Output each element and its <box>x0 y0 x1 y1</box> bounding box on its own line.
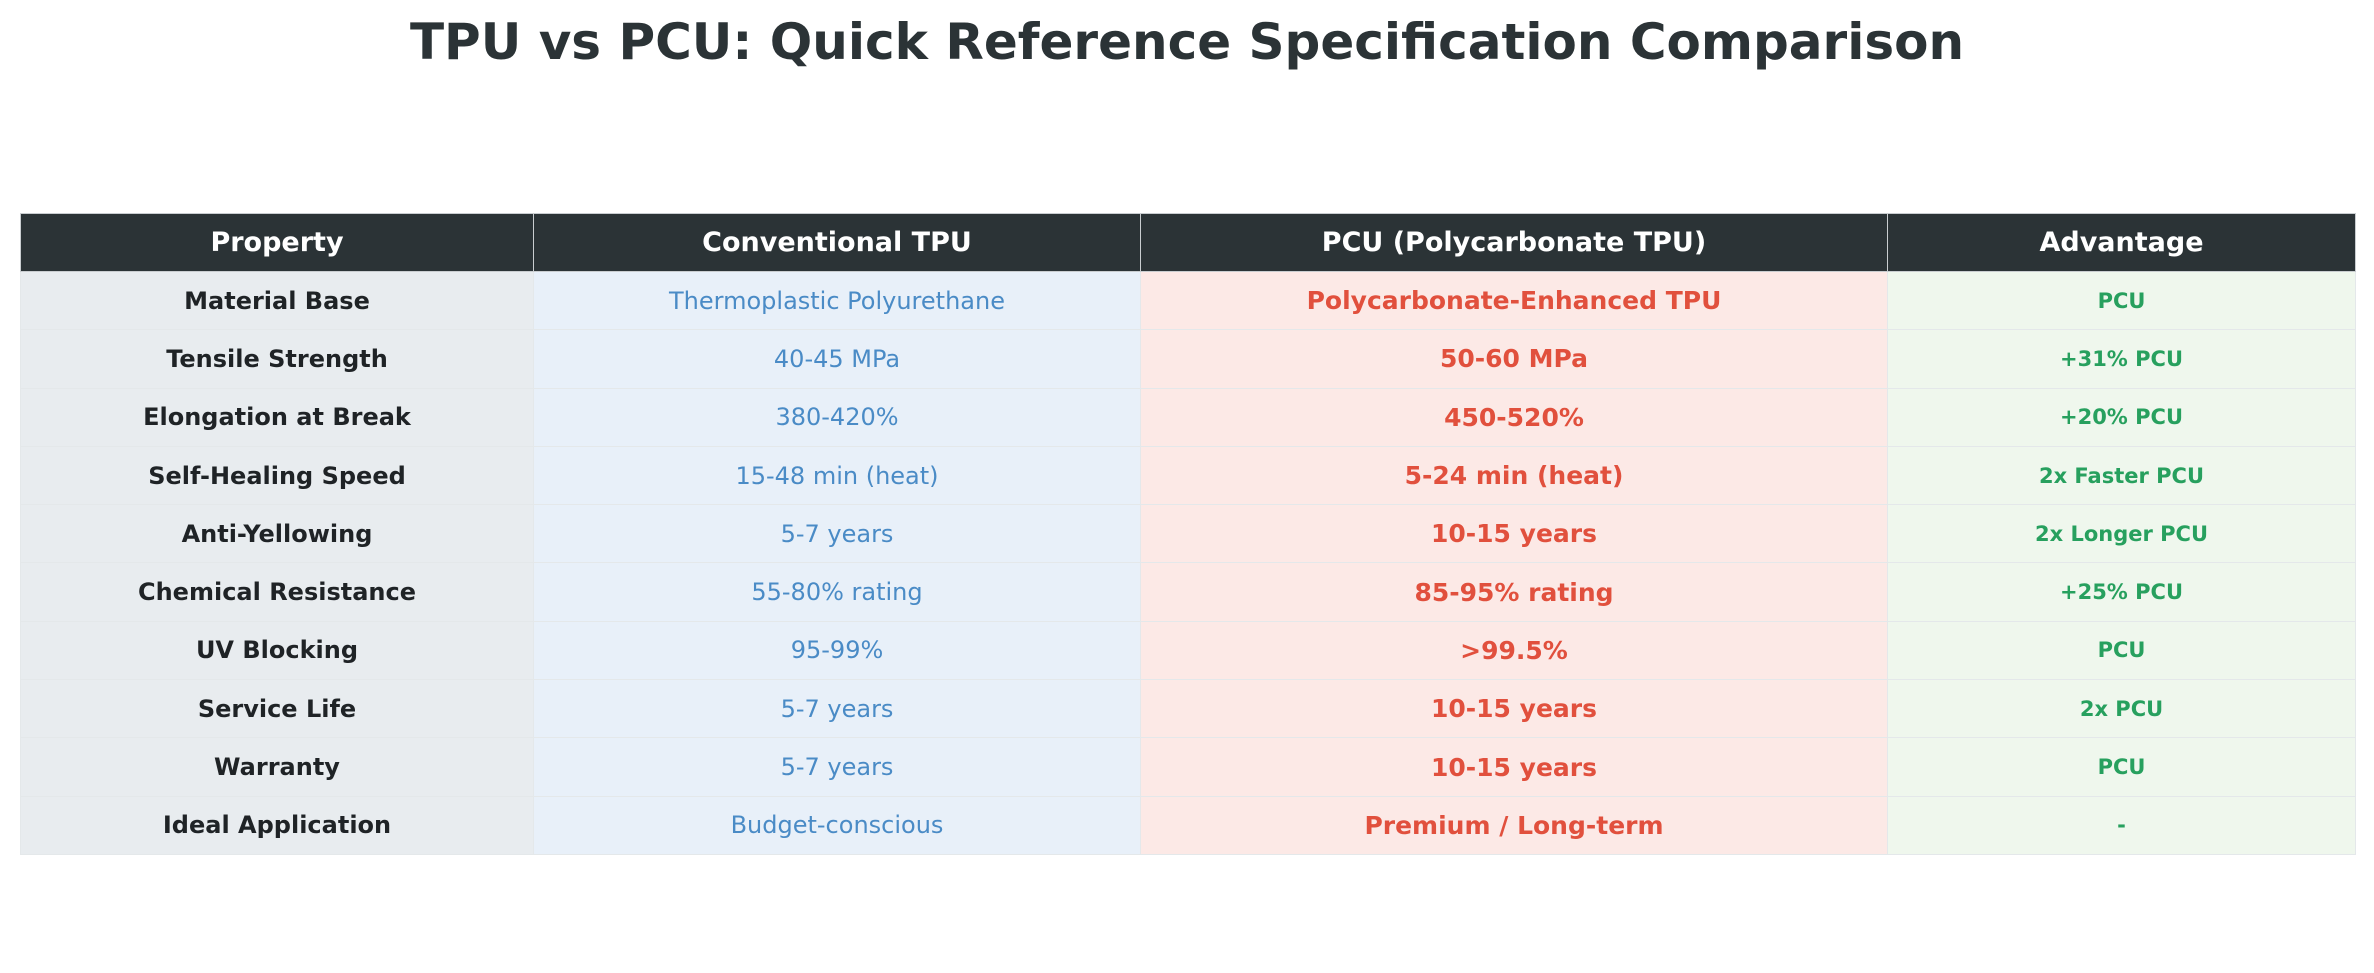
advantage-cell: - <box>1887 795 2356 855</box>
table-row: Elongation at Break 380-420% 450-520% +2… <box>20 387 2356 447</box>
table-header-row: Property Conventional TPU PCU (Polycarbo… <box>20 213 2356 272</box>
column-header-property: Property <box>20 213 534 272</box>
pcu-value-cell: 450-520% <box>1140 387 1888 447</box>
property-cell: Anti-Yellowing <box>20 504 534 564</box>
advantage-cell: PCU <box>1887 270 2356 331</box>
pcu-value-cell: 5-24 min (heat) <box>1140 445 1888 506</box>
advantage-cell: PCU <box>1887 737 2356 797</box>
property-cell: Material Base <box>20 270 534 331</box>
property-cell: Tensile Strength <box>20 329 534 389</box>
table-row: Warranty 5-7 years 10-15 years PCU <box>20 737 2356 797</box>
table-row: Chemical Resistance 55-80% rating 85-95%… <box>20 562 2356 622</box>
tpu-value-cell: 15-48 min (heat) <box>533 445 1141 506</box>
property-cell: Elongation at Break <box>20 387 534 447</box>
property-cell: UV Blocking <box>20 620 534 681</box>
comparison-table: Property Conventional TPU PCU (Polycarbo… <box>20 213 2356 855</box>
tpu-value-cell: 55-80% rating <box>533 562 1141 622</box>
table-row: UV Blocking 95-99% >99.5% PCU <box>20 620 2356 681</box>
chart-title: TPU vs PCU: Quick Reference Specificatio… <box>409 13 1965 71</box>
table-row: Material Base Thermoplastic Polyurethane… <box>20 270 2356 331</box>
pcu-value-cell: 10-15 years <box>1140 679 1888 739</box>
pcu-value-cell: 85-95% rating <box>1140 562 1888 622</box>
advantage-cell: +25% PCU <box>1887 562 2356 622</box>
column-header-pcu: PCU (Polycarbonate TPU) <box>1140 213 1888 272</box>
table-row: Ideal Application Budget-conscious Premi… <box>20 795 2356 855</box>
advantage-cell: +20% PCU <box>1887 387 2356 447</box>
column-header-advantage: Advantage <box>1887 213 2356 272</box>
tpu-value-cell: 5-7 years <box>533 737 1141 797</box>
pcu-value-cell: 10-15 years <box>1140 504 1888 564</box>
property-cell: Service Life <box>20 679 534 739</box>
property-cell: Ideal Application <box>20 795 534 855</box>
advantage-cell: 2x PCU <box>1887 679 2356 739</box>
pcu-value-cell: Polycarbonate-Enhanced TPU <box>1140 270 1888 331</box>
tpu-value-cell: Thermoplastic Polyurethane <box>533 270 1141 331</box>
table-row: Service Life 5-7 years 10-15 years 2x PC… <box>20 679 2356 739</box>
property-cell: Warranty <box>20 737 534 797</box>
pcu-value-cell: 50-60 MPa <box>1140 329 1888 389</box>
table-row: Tensile Strength 40-45 MPa 50-60 MPa +31… <box>20 329 2356 389</box>
tpu-value-cell: 380-420% <box>533 387 1141 447</box>
pcu-value-cell: Premium / Long-term <box>1140 795 1888 855</box>
tpu-value-cell: 95-99% <box>533 620 1141 681</box>
advantage-cell: 2x Faster PCU <box>1887 445 2356 506</box>
tpu-value-cell: 5-7 years <box>533 679 1141 739</box>
advantage-cell: 2x Longer PCU <box>1887 504 2356 564</box>
advantage-cell: PCU <box>1887 620 2356 681</box>
column-header-conventional-tpu: Conventional TPU <box>533 213 1141 272</box>
tpu-value-cell: Budget-conscious <box>533 795 1141 855</box>
property-cell: Chemical Resistance <box>20 562 534 622</box>
pcu-value-cell: >99.5% <box>1140 620 1888 681</box>
pcu-value-cell: 10-15 years <box>1140 737 1888 797</box>
property-cell: Self-Healing Speed <box>20 445 534 506</box>
table-row: Anti-Yellowing 5-7 years 10-15 years 2x … <box>20 504 2356 564</box>
tpu-value-cell: 40-45 MPa <box>533 329 1141 389</box>
table-row: Self-Healing Speed 15-48 min (heat) 5-24… <box>20 445 2356 506</box>
advantage-cell: +31% PCU <box>1887 329 2356 389</box>
tpu-value-cell: 5-7 years <box>533 504 1141 564</box>
